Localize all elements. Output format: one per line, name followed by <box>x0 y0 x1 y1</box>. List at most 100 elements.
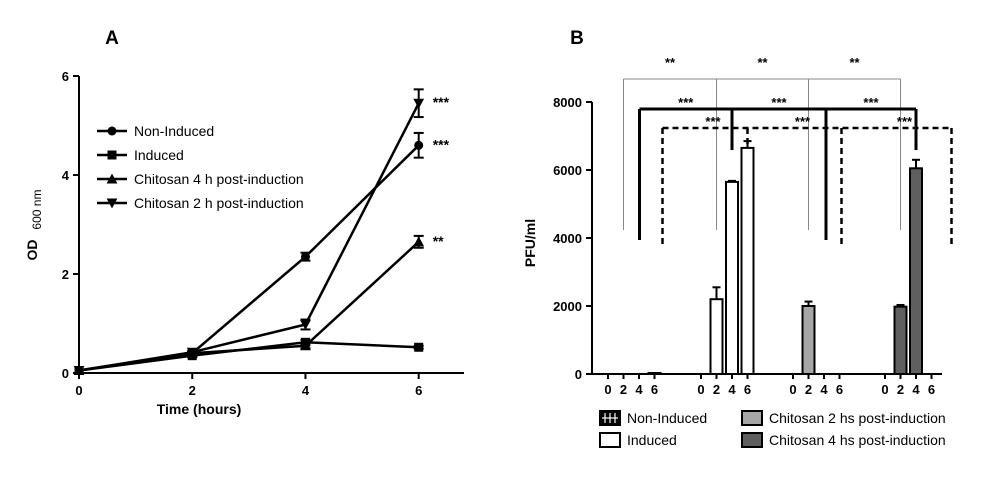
y-tick-label: 6000 <box>553 163 582 178</box>
y-tick-label: 2 <box>62 267 69 282</box>
significance-label: ** <box>849 55 860 70</box>
series-line <box>78 102 420 372</box>
legend-swatch-box <box>741 432 763 448</box>
x-tick-label: 0 <box>604 382 611 397</box>
panel-b-axes <box>591 102 942 375</box>
legend-label: Chitosan 2 h post-induction <box>134 195 304 211</box>
bar <box>725 180 739 375</box>
data-point <box>414 140 424 150</box>
significance-label: *** <box>433 136 450 152</box>
data-point <box>300 252 310 262</box>
significance-label: *** <box>433 94 450 110</box>
significance-label: *** <box>795 114 811 129</box>
legend-label: Induced <box>134 147 184 163</box>
series-1 <box>74 337 424 376</box>
data-point <box>413 98 425 109</box>
y-tick-label: 0 <box>62 366 69 381</box>
x-tick-label: 6 <box>415 383 422 398</box>
significance-label: *** <box>897 114 913 129</box>
y-tick-label: 2000 <box>553 299 582 314</box>
bar <box>709 298 724 376</box>
x-tick-label: 0 <box>75 383 82 398</box>
panel-b-legend: Non-Induced Induced Chitosan 2 hs post-ind… <box>599 410 946 448</box>
x-tick-label: 0 <box>697 382 704 397</box>
series-line <box>78 341 419 372</box>
x-tick-label: 6 <box>744 382 751 397</box>
x-tick-label: 4 <box>635 382 643 397</box>
bar <box>647 371 662 376</box>
panel-a-y-axis-title: OD 600 nm <box>24 190 44 261</box>
svg-text:OD 600 nm: OD 600 nm <box>24 190 44 261</box>
legend-marker <box>106 173 118 184</box>
significance-label: *** <box>705 114 721 129</box>
significance-label: *** <box>678 95 694 110</box>
legend-swatch <box>741 432 763 448</box>
panel-b-label: B <box>570 28 584 49</box>
panel-b-significance: ** ** ***** *** ****** *** *** <box>623 55 953 245</box>
legend-label: Non-Induced <box>134 123 214 139</box>
panel-a-series <box>73 88 425 376</box>
legend-label: Chitosan 4 h post-induction <box>134 171 304 187</box>
legend-swatch <box>599 432 621 448</box>
panel-a-legend: Non-Induced Induced Chitosan 4 h post-indu… <box>97 123 304 211</box>
panel-a-label: A <box>105 28 119 49</box>
y-tick-label: 0 <box>575 367 582 382</box>
y-tick-label: 8000 <box>553 95 582 110</box>
bar <box>801 305 816 375</box>
y-tick-label: 4000 <box>553 231 582 246</box>
legend-label: Non-Induced <box>627 410 707 426</box>
legend-marker <box>107 150 117 160</box>
panel-b-bars <box>647 140 923 376</box>
data-point <box>414 342 424 352</box>
legend-label: Chitosan 4 hs post-induction <box>769 432 946 448</box>
legend-label: Chitosan 2 hs post-induction <box>769 410 946 426</box>
significance-label: ** <box>757 55 768 70</box>
legend-swatch <box>741 410 763 426</box>
legend-swatch <box>599 410 621 426</box>
panel-a-axes <box>78 76 464 374</box>
x-tick-label: 4 <box>728 382 736 397</box>
x-tick-label: 2 <box>897 382 904 397</box>
data-point <box>300 319 311 330</box>
x-tick-label: 6 <box>836 382 843 397</box>
series-3 <box>73 88 425 376</box>
data-point <box>300 340 311 351</box>
legend-marker <box>106 198 118 209</box>
data-point <box>413 236 425 247</box>
panel-b-y-axis-title: PFU/ml <box>522 219 538 267</box>
x-tick-label: 2 <box>189 383 196 398</box>
panel-b: B ** ** ***** *** ****** *** *** 0200040006000… <box>522 28 953 448</box>
data-point <box>73 366 85 376</box>
panel-a-y-axis-sub: 600 nm <box>30 190 44 230</box>
panel-a-annotations: ******** <box>433 94 450 249</box>
x-tick-label: 0 <box>881 382 888 397</box>
x-tick-label: 0 <box>789 382 796 397</box>
x-tick-label: 2 <box>713 382 720 397</box>
significance-label: *** <box>771 95 787 110</box>
x-tick-label: 4 <box>820 382 828 397</box>
bar <box>740 146 755 375</box>
legend-marker <box>107 126 117 136</box>
x-tick-label: 6 <box>928 382 935 397</box>
legend-label: Induced <box>627 432 677 448</box>
bar <box>909 167 923 375</box>
significance-label: *** <box>863 95 879 110</box>
significance-label: ** <box>665 55 676 70</box>
data-point <box>186 347 198 358</box>
x-tick-label: 6 <box>651 382 658 397</box>
panel-a-y-axis-main: OD <box>24 239 40 260</box>
significance-label: ** <box>433 233 444 249</box>
x-tick-label: 2 <box>805 382 812 397</box>
x-tick-label: 2 <box>620 382 627 397</box>
y-tick-label: 6 <box>62 69 69 84</box>
legend-swatch-box <box>599 432 621 448</box>
panel-a-x-axis-title: Time (hours) <box>157 401 242 417</box>
panel-a-ticks: 0 2 4 6 0 2 4 6 <box>62 69 423 398</box>
x-tick-label: 4 <box>302 383 310 398</box>
legend-swatch-box <box>741 410 763 426</box>
x-tick-label: 4 <box>912 382 920 397</box>
bar <box>893 305 908 375</box>
